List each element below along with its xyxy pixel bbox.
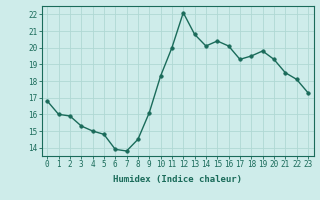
- X-axis label: Humidex (Indice chaleur): Humidex (Indice chaleur): [113, 175, 242, 184]
